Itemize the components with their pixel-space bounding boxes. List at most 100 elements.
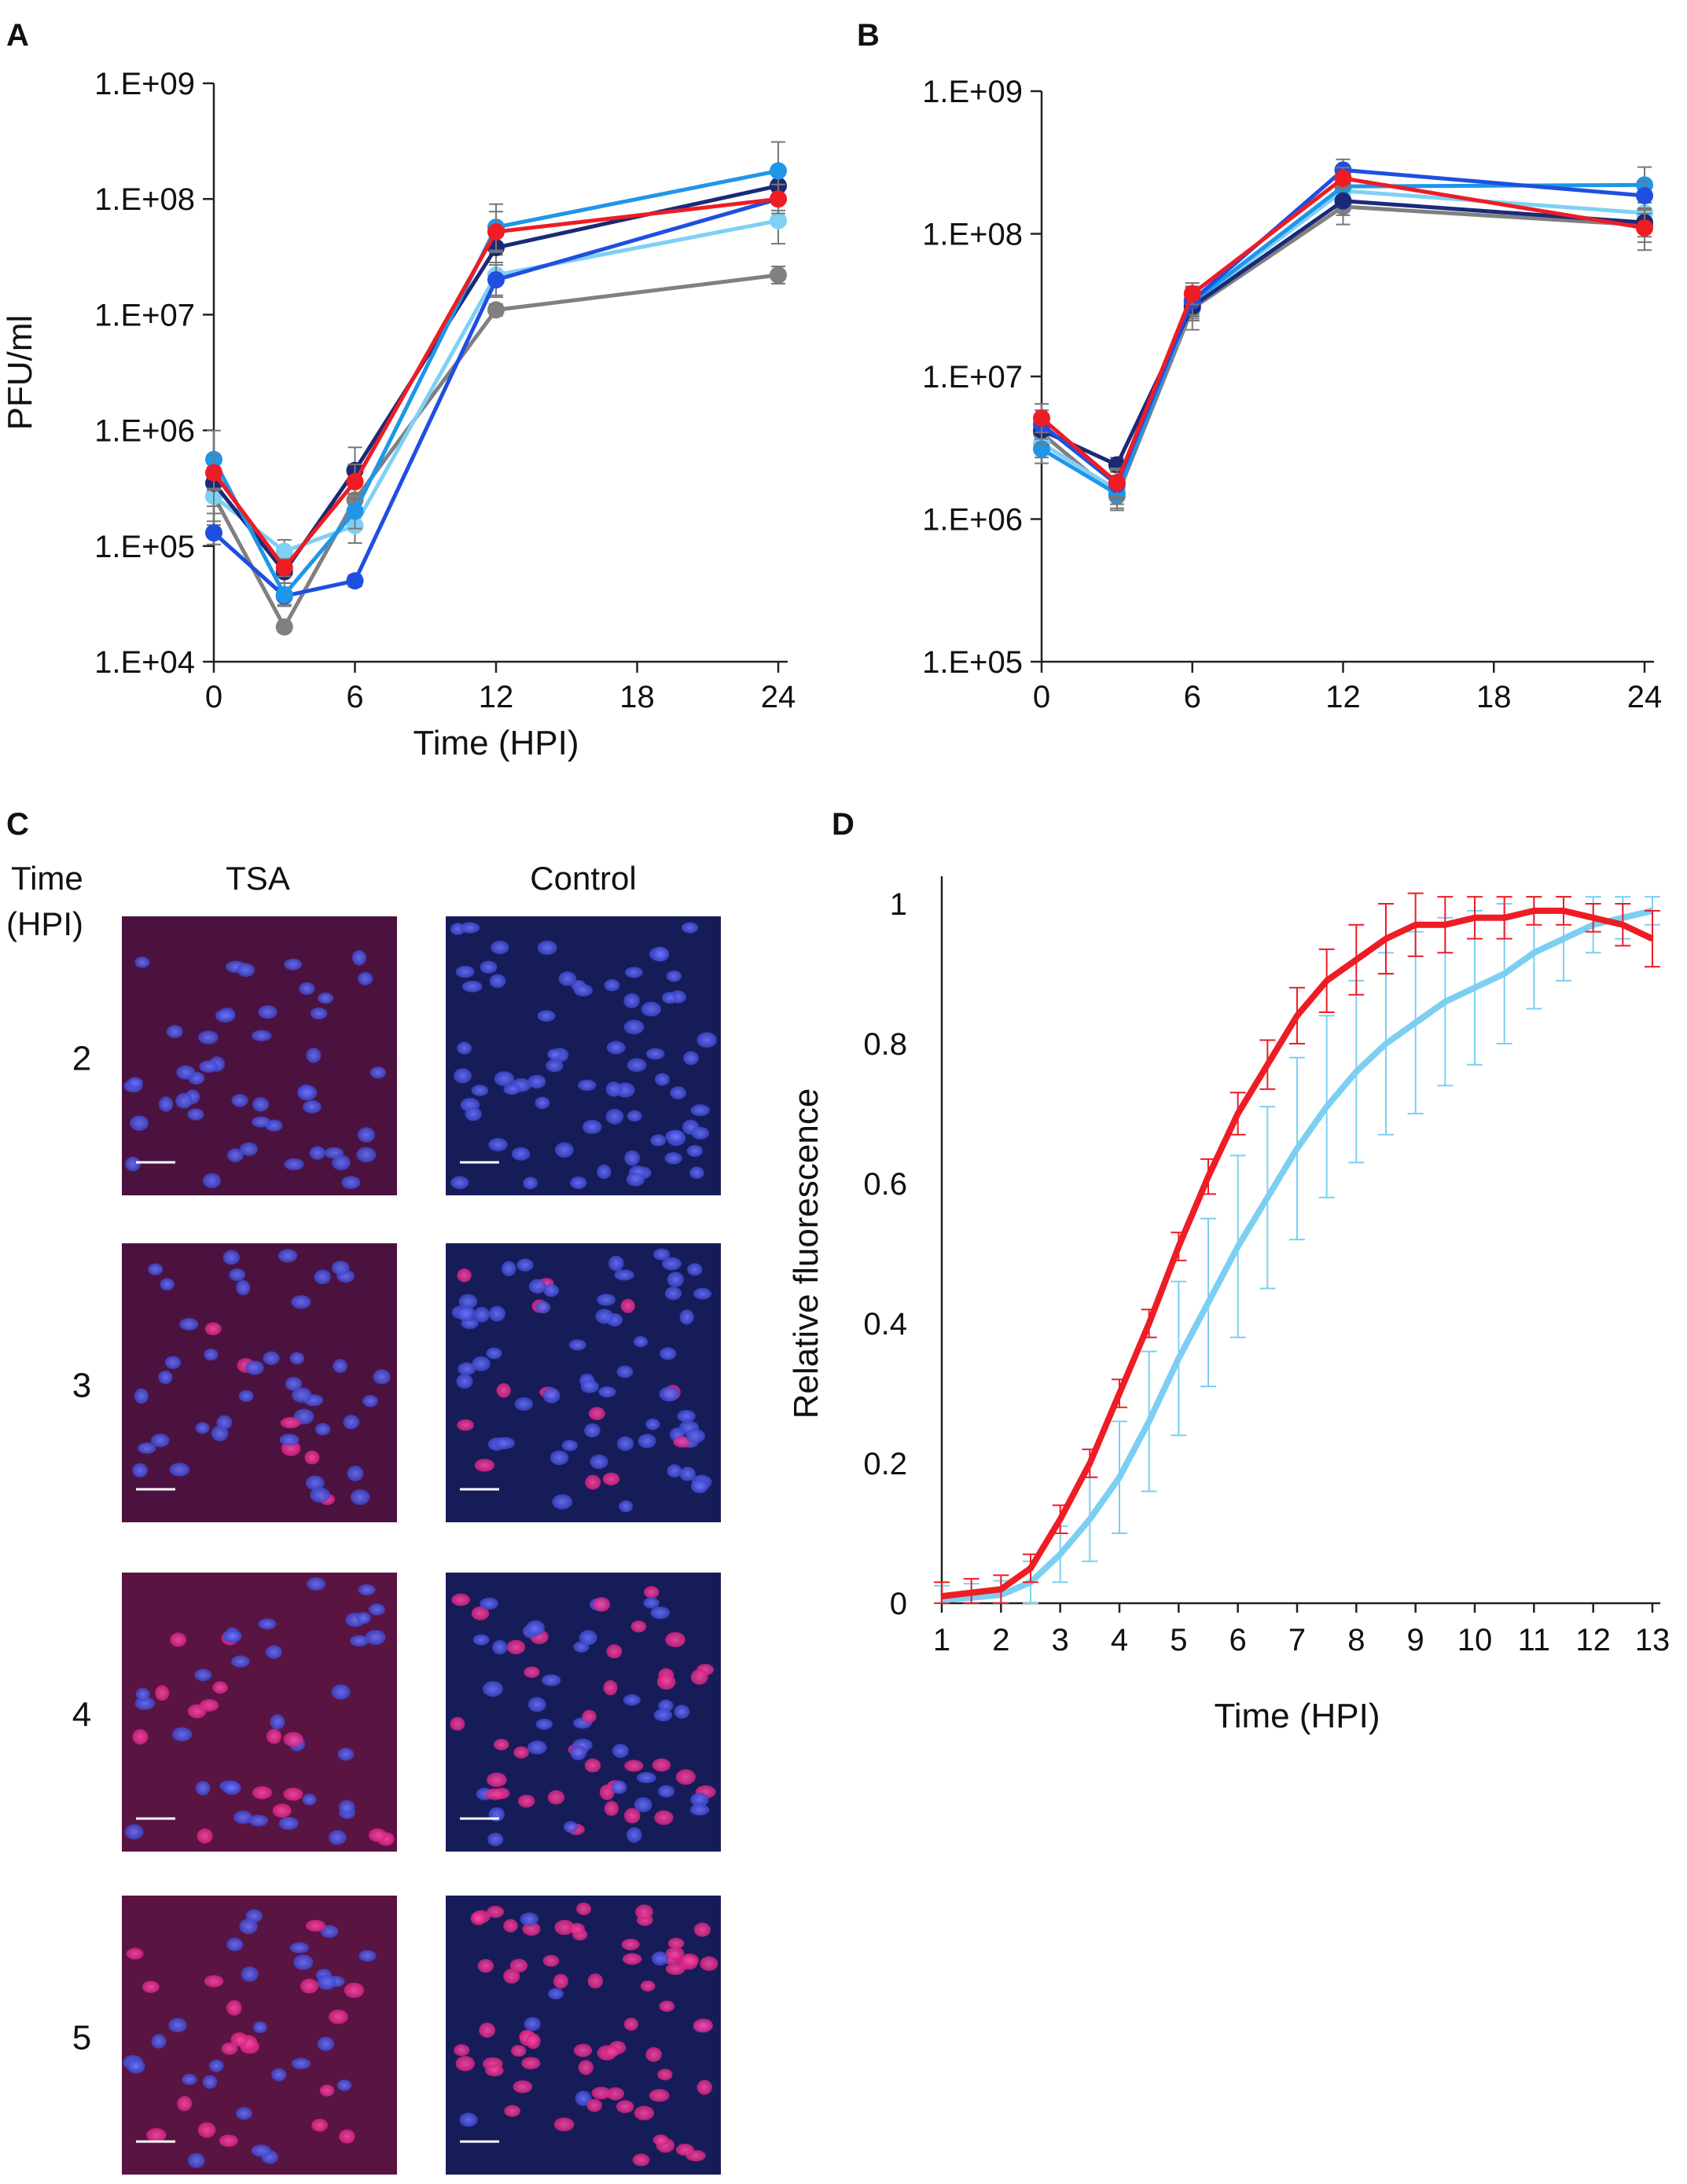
cell-nucleus [527, 1074, 546, 1088]
cell-nucleus [570, 1745, 586, 1760]
cell-nucleus [226, 2000, 242, 2016]
cell-nucleus [543, 1283, 560, 1298]
cell-nucleus [619, 1499, 634, 1513]
cell-nucleus [460, 922, 480, 934]
y-tick-label: 1.E+09 [94, 67, 195, 101]
cell-nucleus [231, 1094, 248, 1107]
cell-nucleus [238, 1389, 254, 1402]
cell-nucleus [197, 2122, 216, 2138]
cell-nucleus [368, 1603, 385, 1616]
cell-nucleus [263, 1351, 280, 1365]
cell-nucleus [369, 1066, 386, 1079]
cell-nucleus [292, 1387, 312, 1403]
x-tick-label: 12 [1575, 1623, 1611, 1657]
cell-nucleus [252, 1097, 270, 1112]
chart-a: 1.E+04 1.E+05 1.E+06 1.E+07 1.E+08 1.E+09 0 6 12… [1, 67, 796, 762]
cell-nucleus [597, 1164, 612, 1180]
cell-nucleus [635, 1904, 653, 1920]
panel-letter-a: A [6, 18, 29, 53]
cell-nucleus [127, 1077, 143, 1089]
cell-nucleus [235, 2107, 253, 2120]
series-red [1033, 167, 1653, 498]
cell-nucleus [485, 2065, 504, 2076]
y-tick-label: 1.E+09 [922, 75, 1023, 109]
cell-nucleus [285, 1376, 303, 1391]
data-point [205, 464, 222, 482]
cell-nucleus [582, 1119, 602, 1134]
cell-nucleus [675, 2143, 694, 2156]
cell-nucleus [580, 1379, 599, 1393]
cell-nucleus [252, 1030, 272, 1041]
cell-nucleus [358, 1950, 377, 1962]
cell-nucleus [527, 1740, 547, 1755]
cell-nucleus [283, 1787, 303, 1801]
cell-nucleus [656, 1674, 676, 1690]
cell-nucleus [606, 1041, 626, 1055]
cell-nucleus [662, 992, 678, 1004]
cell-nucleus [212, 1681, 228, 1694]
cell-nucleus [319, 2084, 335, 2097]
cell-nucleus [289, 1352, 305, 1365]
cell-nucleus [621, 1938, 640, 1951]
cell-nucleus [627, 1058, 647, 1072]
cell-nucleus [127, 2059, 145, 2074]
cell-nucleus [665, 1632, 685, 1648]
cell-nucleus [487, 1772, 507, 1787]
data-point [487, 301, 505, 319]
cell-nucleus [160, 1278, 175, 1291]
cell-nucleus [142, 1980, 160, 1993]
y-tick-label: 1.E+07 [922, 360, 1023, 395]
x-tick-label: 4 [1111, 1623, 1128, 1657]
micrograph-control [446, 916, 721, 1195]
cell-nucleus [299, 982, 315, 995]
cell-nucleus [202, 2075, 218, 2089]
cell-nucleus [553, 1973, 568, 1989]
cell-nucleus [584, 1758, 601, 1773]
cell-nucleus [548, 1988, 564, 2000]
cell-nucleus [603, 1679, 618, 1696]
data-point [487, 223, 505, 241]
cell-nucleus [641, 1001, 661, 1017]
cell-nucleus [215, 1008, 236, 1023]
cell-nucleus [612, 1743, 629, 1758]
cell-nucleus [652, 1758, 671, 1772]
cell-nucleus [177, 2096, 193, 2112]
data-point [770, 266, 787, 284]
cell-nucleus [494, 1071, 514, 1087]
cell-nucleus [471, 1085, 489, 1096]
cell-nucleus [535, 1096, 550, 1110]
y-tick-label: 1.E+08 [922, 218, 1023, 252]
cell-nucleus [516, 1258, 534, 1272]
cell-nucleus [317, 2036, 335, 2051]
cell-nucleus [590, 1454, 608, 1470]
data-point [275, 585, 293, 604]
cell-nucleus [622, 1953, 642, 1966]
cell-nucleus [317, 1974, 336, 1991]
cell-nucleus [489, 974, 506, 989]
cell-nucleus [134, 1697, 156, 1710]
y-tick-label: 1.E+05 [94, 530, 195, 564]
cell-nucleus [471, 1606, 490, 1621]
cell-nucleus [588, 1407, 605, 1421]
cell-nucleus [645, 1418, 660, 1430]
cell-nucleus [198, 1030, 219, 1044]
cell-nucleus [459, 2112, 478, 2127]
micrograph-control [446, 1896, 721, 2175]
cell-nucleus [166, 1025, 183, 1038]
x-tick-label: 12 [479, 680, 514, 714]
cell-nucleus [176, 1065, 196, 1080]
cell-nucleus [171, 1727, 193, 1742]
cell-nucleus [520, 1912, 539, 1926]
cell-nucleus [634, 2105, 655, 2120]
cell-nucleus [187, 2153, 205, 2168]
cell-nucleus [461, 980, 483, 993]
y-tick-label: 1.E+07 [94, 298, 195, 332]
cell-nucleus [605, 1081, 622, 1097]
cell-nucleus [204, 1975, 224, 1988]
cell-nucleus [270, 1714, 285, 1730]
cell-nucleus [474, 1459, 495, 1472]
micrograph-control [446, 1573, 721, 1852]
cell-nucleus [681, 1953, 699, 1967]
x-tick-label: 24 [1627, 680, 1663, 714]
